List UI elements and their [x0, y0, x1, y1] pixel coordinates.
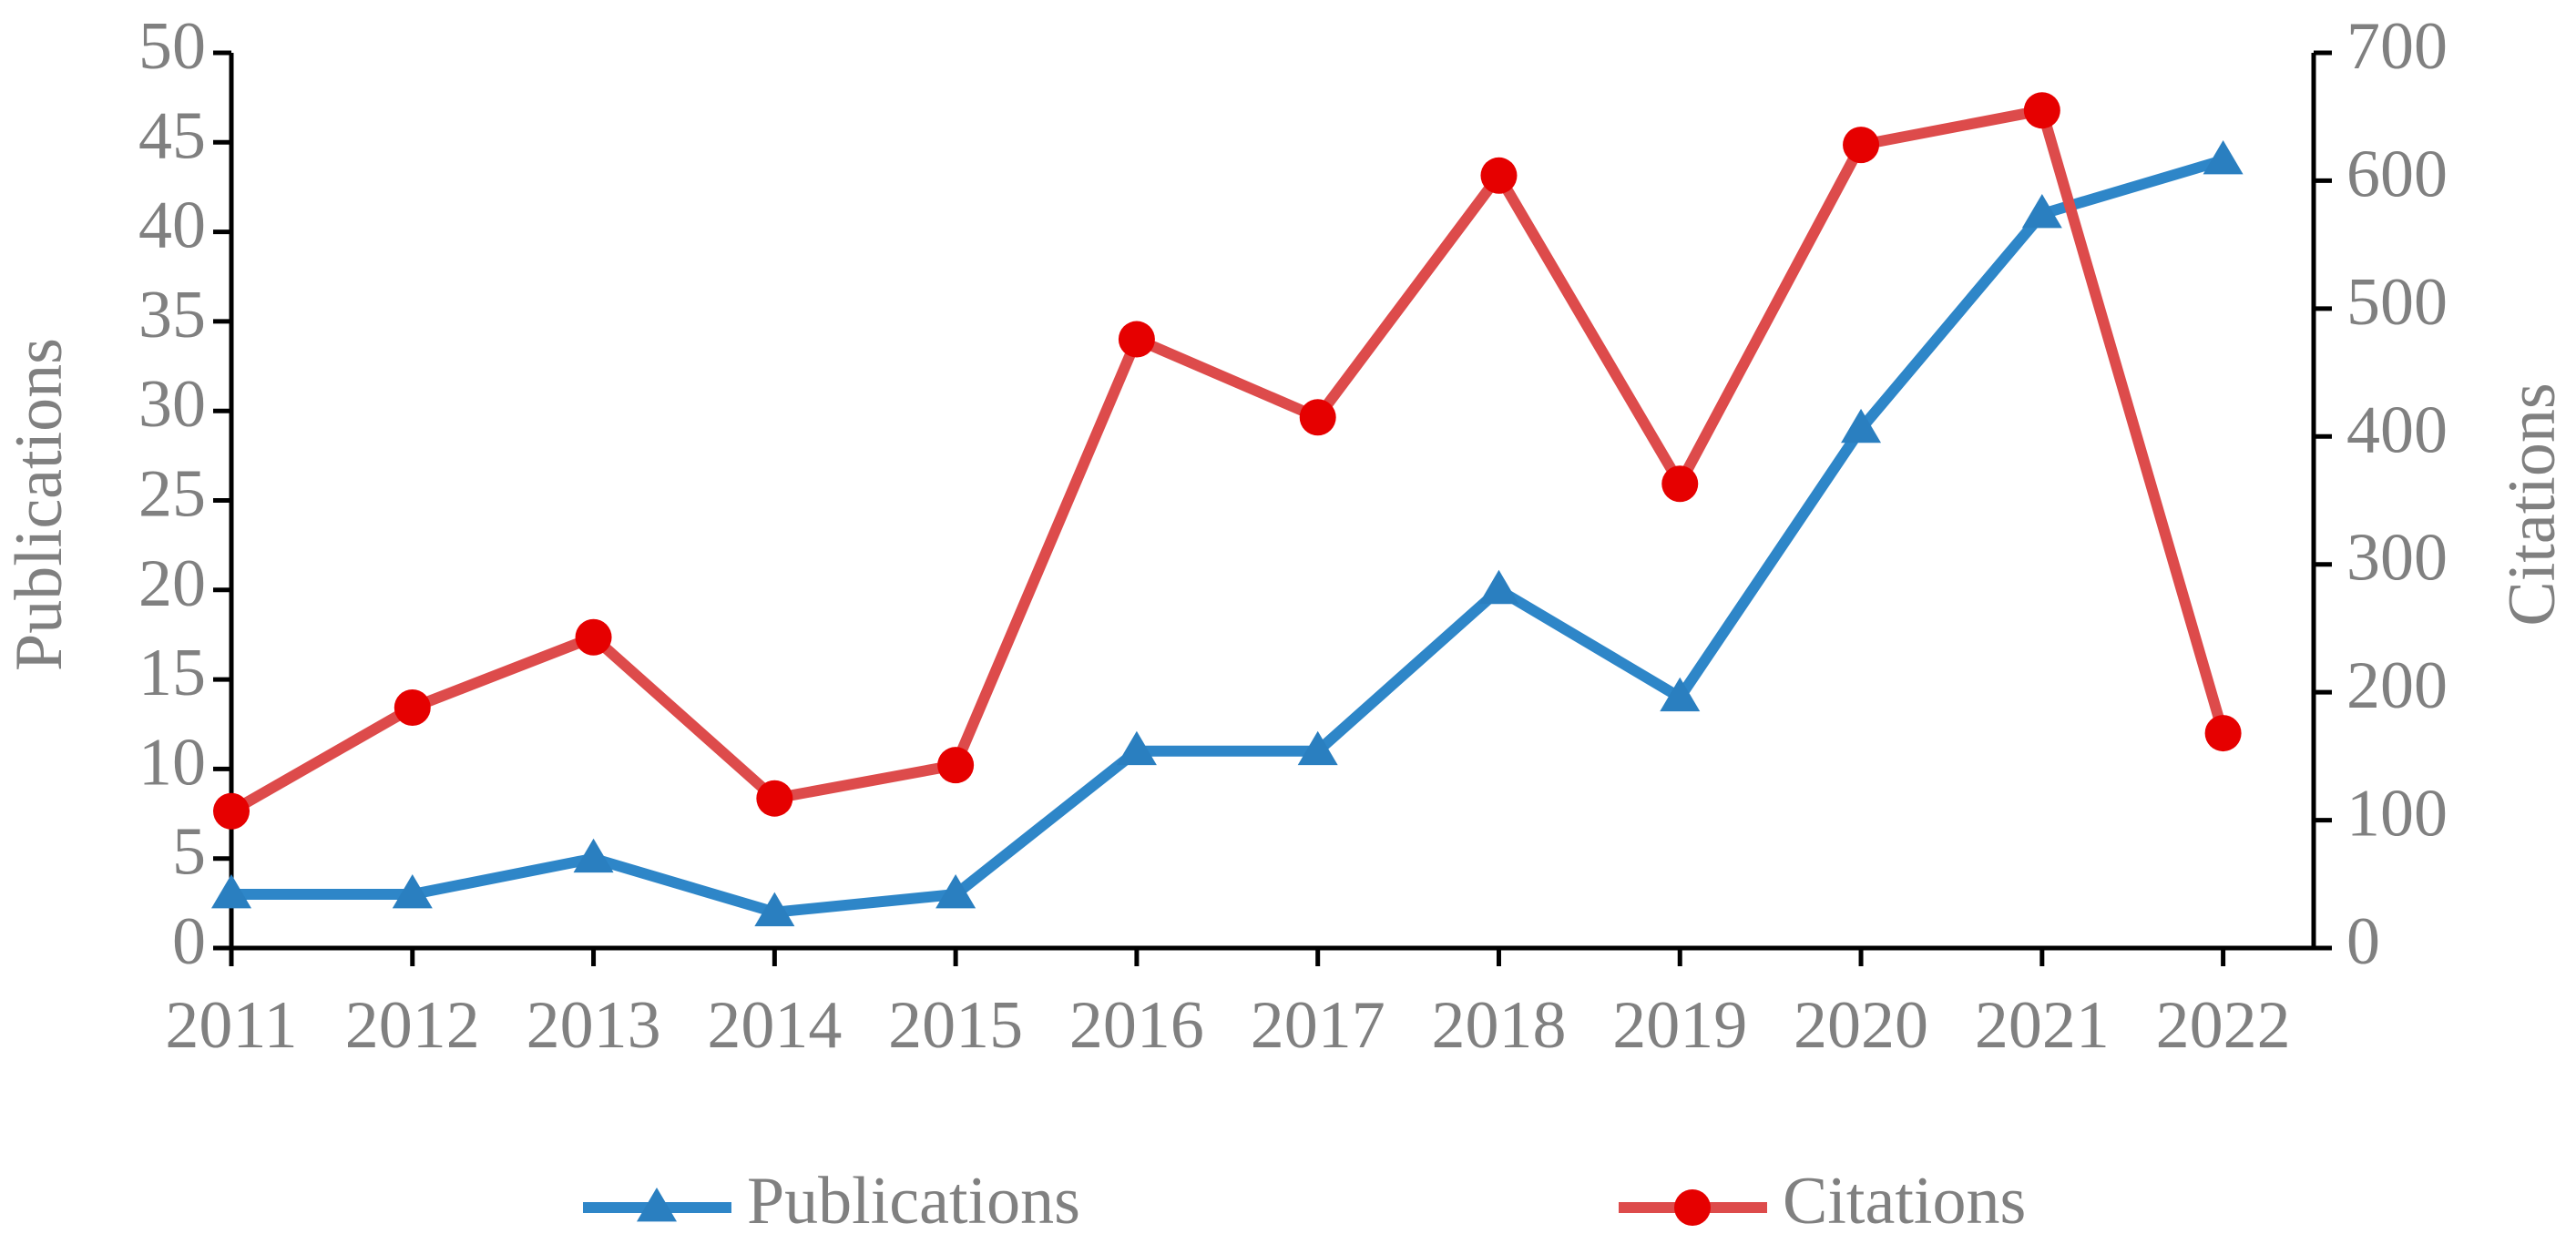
y-tick-label: 15	[138, 636, 206, 710]
data-point	[935, 874, 976, 909]
y2-tick-label: 500	[2346, 265, 2448, 340]
series-line	[231, 155, 2225, 918]
legend-marker	[1674, 1189, 1711, 1226]
y-axis-label: Publications	[2, 338, 77, 671]
data-point	[754, 892, 795, 927]
y2-tick-label: 200	[2346, 648, 2448, 723]
data-point	[211, 874, 251, 909]
data-point	[2203, 139, 2244, 175]
data-point	[1661, 465, 1699, 503]
y2-tick-label: 300	[2346, 521, 2448, 596]
data-point	[2204, 715, 2242, 752]
data-point	[1116, 730, 1157, 766]
legend-label: Citations	[1783, 1164, 2026, 1239]
y-tick-label: 30	[138, 367, 206, 442]
y-tick-label: 25	[138, 456, 206, 531]
data-point	[213, 792, 250, 830]
x-tick-label: 2022	[2156, 988, 2291, 1063]
y-tick-label: 45	[138, 98, 206, 173]
legend-label: Publications	[747, 1164, 1080, 1239]
data-point	[1299, 399, 1336, 436]
x-tick-label: 2021	[1975, 988, 2110, 1063]
x-tick-label: 2013	[526, 988, 661, 1063]
data-point	[394, 688, 431, 726]
data-point	[1118, 321, 1155, 358]
y2-tick-label: 400	[2346, 393, 2448, 467]
y-tick-label: 20	[138, 546, 206, 621]
y2-tick-label: 700	[2346, 9, 2448, 84]
y-tick-label: 10	[138, 725, 206, 800]
data-point	[2021, 193, 2062, 229]
y2-tick-label: 600	[2346, 137, 2448, 211]
x-tick-label: 2015	[888, 988, 1023, 1063]
x-tick-label: 2017	[1251, 988, 1385, 1063]
y2-axis-label: Citations	[2495, 382, 2570, 626]
x-tick-label: 2011	[165, 988, 297, 1063]
data-point	[1660, 677, 1701, 712]
data-point	[575, 618, 612, 656]
y-tick-label: 5	[172, 815, 206, 890]
x-tick-label: 2016	[1069, 988, 1204, 1063]
data-point	[392, 874, 433, 909]
data-point	[1480, 157, 1518, 194]
x-tick-label: 2018	[1431, 988, 1566, 1063]
y2-tick-label: 100	[2346, 777, 2448, 851]
series-line	[229, 105, 2229, 816]
data-point	[2023, 92, 2060, 129]
data-point	[1841, 408, 1882, 444]
data-point	[1478, 569, 1519, 605]
y-tick-label: 50	[138, 9, 206, 84]
y-tick-label: 35	[138, 278, 206, 352]
data-point	[756, 780, 793, 817]
x-tick-label: 2014	[707, 988, 842, 1063]
x-tick-label: 2012	[345, 988, 480, 1063]
y2-tick-label: 0	[2346, 904, 2380, 979]
data-point	[573, 838, 614, 873]
data-point	[937, 747, 975, 784]
y-tick-label: 40	[138, 189, 206, 263]
data-point	[1297, 730, 1338, 766]
x-tick-label: 2019	[1612, 988, 1747, 1063]
data-point	[1843, 127, 1880, 164]
legend-marker	[637, 1188, 677, 1222]
x-tick-label: 2020	[1794, 988, 1928, 1063]
y-tick-label: 0	[172, 904, 206, 979]
